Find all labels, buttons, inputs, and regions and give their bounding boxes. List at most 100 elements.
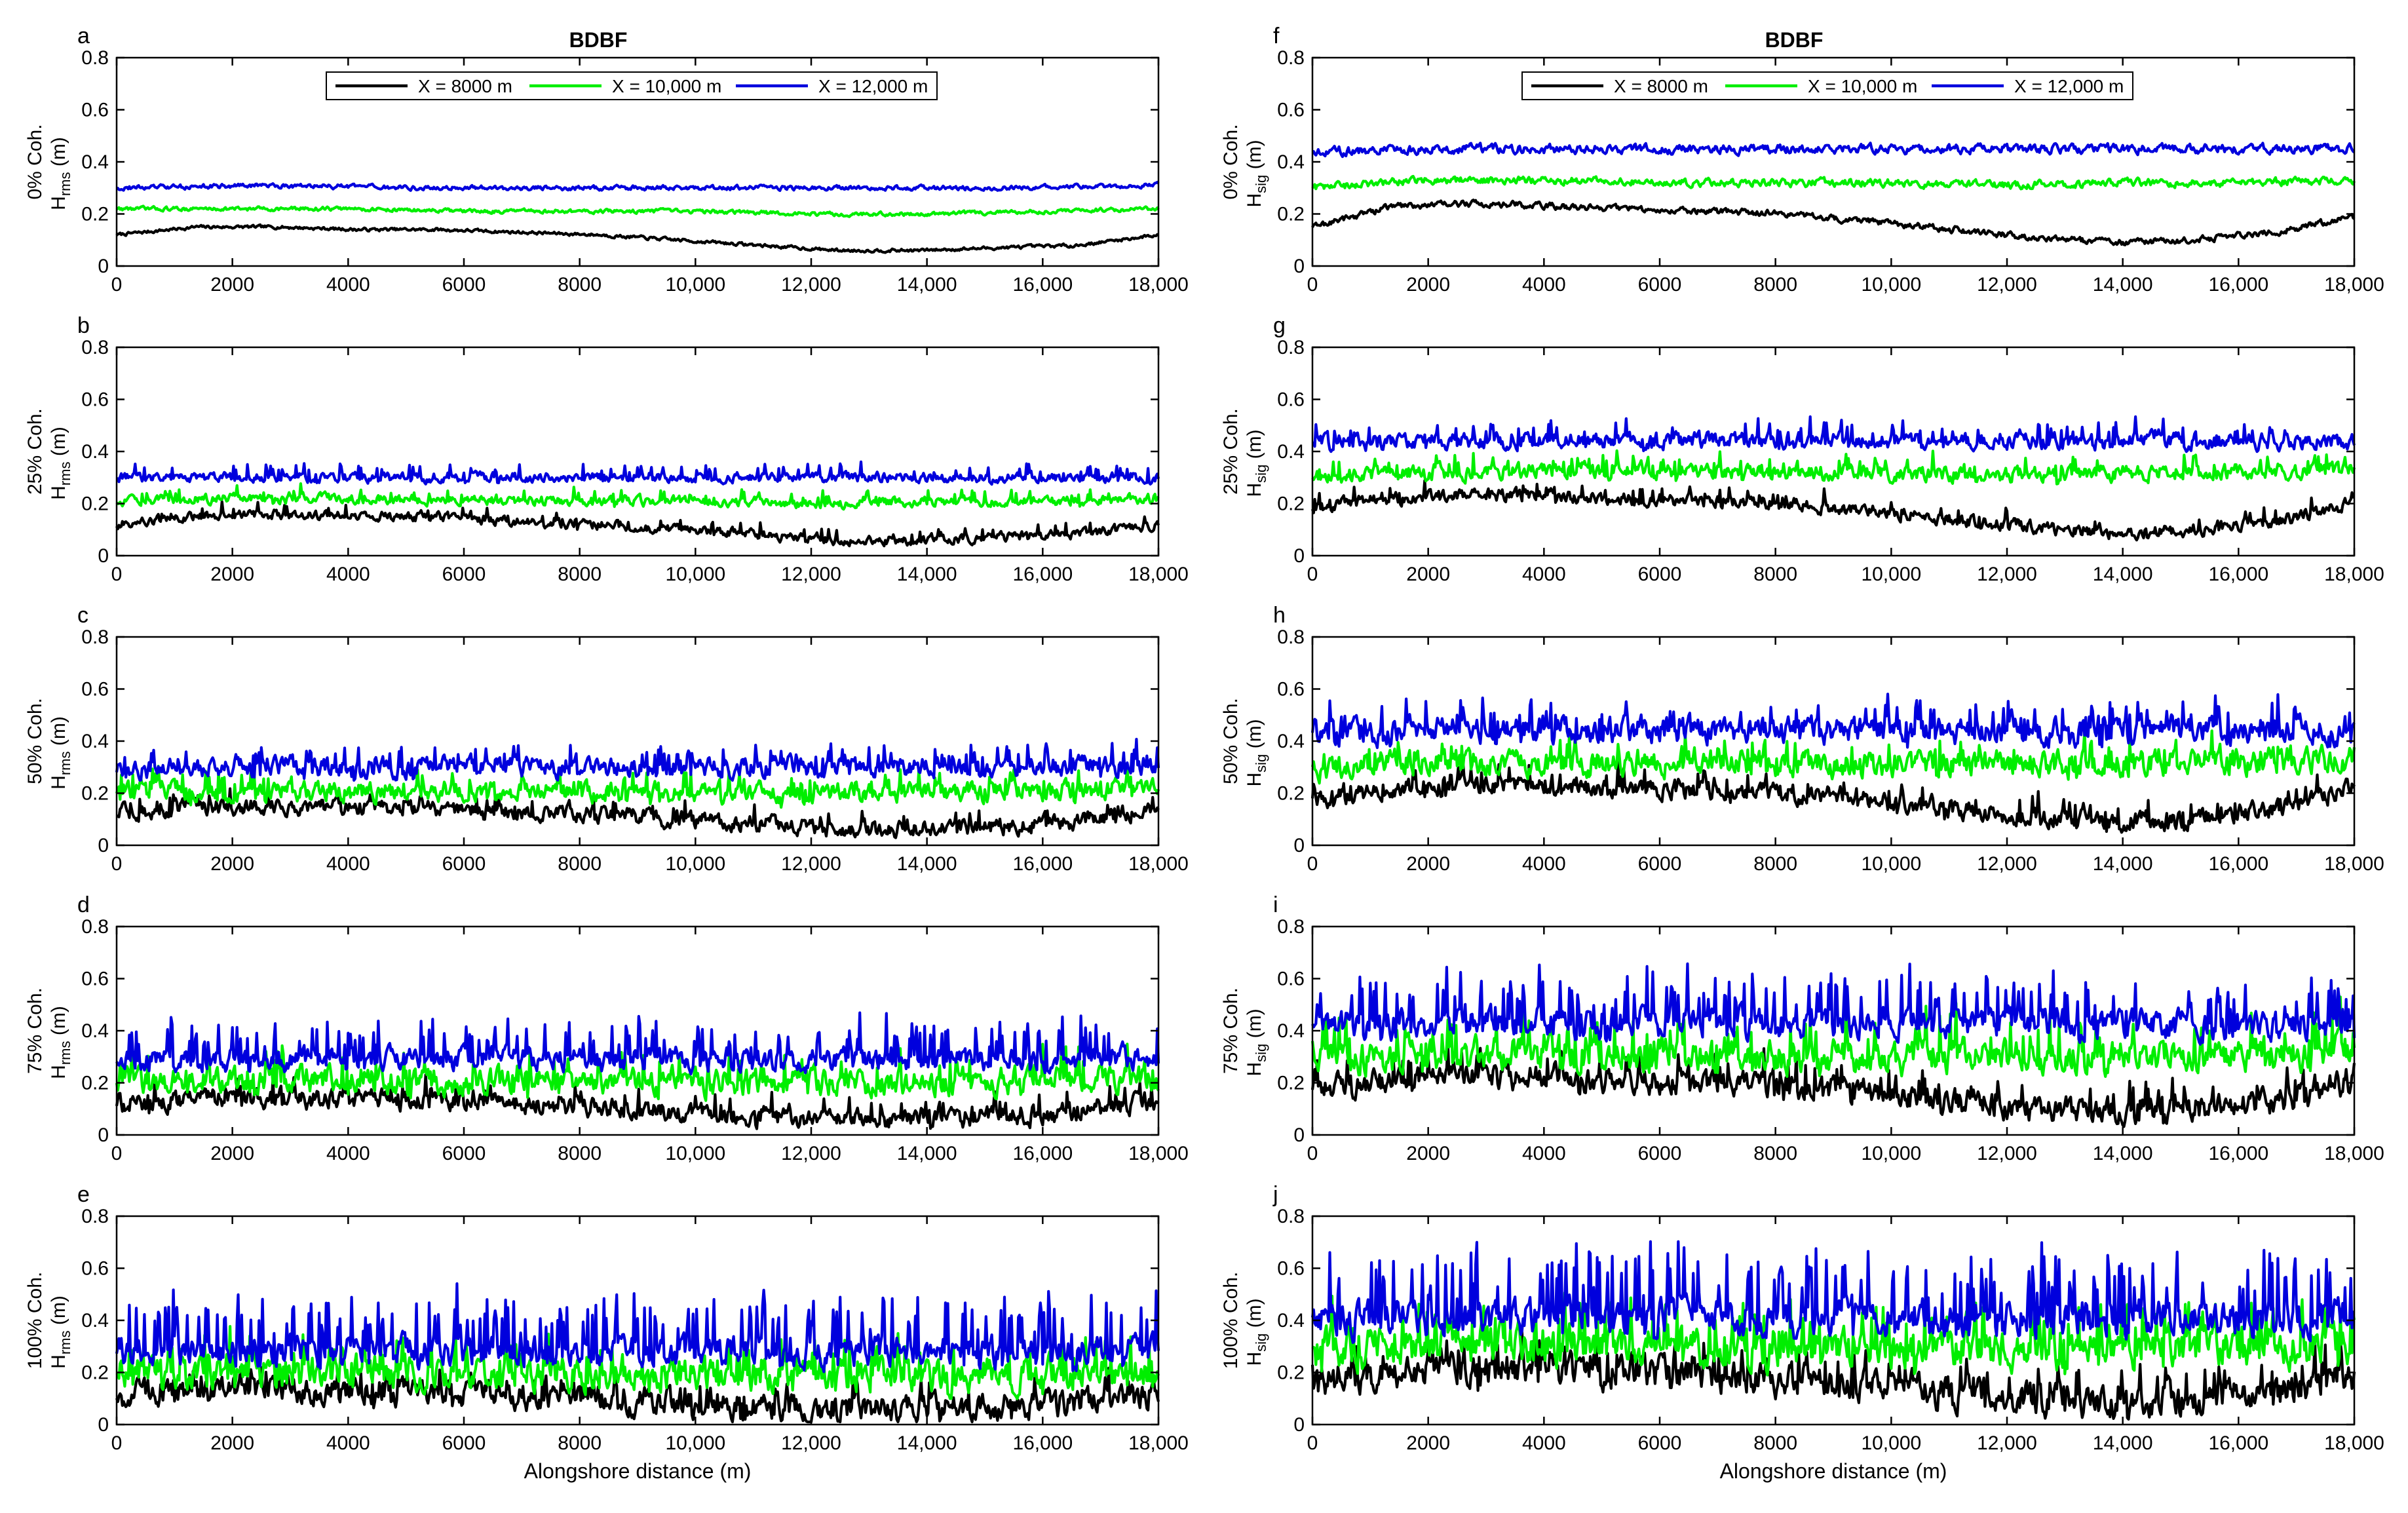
y-tick-label: 0.6 (81, 679, 109, 700)
y-label-unit: (m) (48, 1006, 69, 1041)
x-tick-label: 8000 (1753, 564, 1797, 585)
y-tick-label: 0.6 (81, 389, 109, 411)
legend-label: X = 12,000 m (818, 76, 928, 96)
series-line-h-2 (1310, 693, 2356, 750)
y-tick-label: 0.4 (81, 151, 109, 173)
series-line-e-0 (115, 1366, 1160, 1424)
series-line-i-1 (1310, 995, 2356, 1079)
y-axis-label: 25% Coh. Hrms (m) (24, 408, 73, 500)
panel-b: 0 2000 4000 6000 8000 10,000 12,000 14,000 16,00… (24, 313, 1189, 585)
x-tick-label: 2000 (1406, 1143, 1450, 1164)
y-axis-label: 0% Coh.Hrms (m) (24, 124, 73, 210)
x-tick-label: 10,000 (665, 274, 725, 296)
y-axis-label: 100% Coh. Hsig (m) (1220, 1272, 1269, 1369)
x-tick-label: 2000 (210, 564, 254, 585)
x-tick-label: 18,000 (1128, 853, 1189, 875)
y-axis-label: 50% Coh. Hsig (m) (1220, 698, 1269, 786)
series-line-a-2 (116, 180, 1160, 192)
x-tick-label: 12,000 (1977, 1143, 2037, 1164)
y-tick-label: 0.2 (1277, 204, 1305, 225)
panel-h: 0 2000 4000 6000 8000 10,000 12,000 14,000 16,00… (1220, 603, 2384, 875)
x-tick-label: 6000 (1638, 564, 1682, 585)
y-label-main: 75% Coh. (24, 987, 46, 1074)
x-tick-label: 0 (111, 564, 123, 585)
y-tick-label: 0.4 (81, 731, 109, 752)
x-tick-label: 2000 (1406, 853, 1450, 875)
series-line-i-2 (1311, 962, 2356, 1046)
panel-d: 0 2000 4000 6000 8000 10,000 12,000 14,000 16,00… (24, 892, 1189, 1164)
x-tick-label: 16,000 (1012, 1432, 1073, 1454)
series-line-h-1 (1310, 729, 2356, 785)
series-line-g-2 (1311, 415, 2356, 453)
panel-f: 0 2000 4000 6000 8000 10,000 12,000 14,000 16,00… (1220, 24, 2384, 296)
y-tick-label: 0.2 (81, 204, 109, 225)
y-label-symbol: H (1244, 773, 1265, 787)
legend-label: X = 10,000 m (1808, 76, 1917, 96)
x-tick-label: 16,000 (1012, 564, 1073, 585)
y-tick-label: 0 (1293, 256, 1305, 277)
x-tick-label: 14,000 (2093, 853, 2153, 875)
series-line-b-1 (115, 482, 1160, 511)
y-tick-label: 0.8 (1277, 47, 1305, 69)
x-tick-label: 18,000 (2324, 1432, 2384, 1454)
series-line-j-0 (1310, 1330, 2356, 1421)
y-tick-label: 0.4 (1277, 1310, 1305, 1331)
x-tick-label: 10,000 (665, 1143, 725, 1164)
x-tick-label: 16,000 (1012, 1143, 1073, 1164)
x-tick-label: 6000 (1638, 1143, 1682, 1164)
y-label-symbol: H (48, 1354, 69, 1369)
y-label-subscript: sig (1253, 465, 1269, 483)
y-label-main: 100% Coh. (24, 1272, 46, 1369)
x-tick-label: 10,000 (665, 853, 725, 875)
y-tick-label: 0.4 (1277, 441, 1305, 463)
x-tick-label: 4000 (326, 564, 370, 585)
series-line-d-2 (115, 1011, 1160, 1076)
series-line-f-1 (1311, 174, 2356, 191)
x-tick-label: 12,000 (1977, 274, 2037, 296)
x-tick-label: 0 (1307, 274, 1318, 296)
x-tick-label: 14,000 (2093, 1143, 2153, 1164)
series-line-c-0 (116, 787, 1160, 839)
x-tick-label: 8000 (558, 564, 602, 585)
y-label-main: 0% Coh. (1220, 124, 1242, 199)
y-tick-label: 0 (98, 1414, 109, 1436)
y-label-symbol: H (1244, 193, 1265, 208)
x-tick-label: 18,000 (1128, 1143, 1189, 1164)
series-line-i-0 (1310, 1041, 2356, 1128)
series-line-f-2 (1312, 142, 2356, 159)
legend-box (326, 71, 938, 100)
x-tick-label: 8000 (558, 274, 602, 296)
y-tick-label: 0 (98, 545, 109, 567)
x-tick-label: 4000 (326, 274, 370, 296)
chart-title: BDBF (569, 28, 628, 52)
y-tick-label: 0.2 (81, 1073, 109, 1094)
y-tick-label: 0.6 (1277, 679, 1305, 700)
y-label-subscript: rms (57, 751, 73, 775)
x-tick-label: 14,000 (897, 1143, 957, 1164)
y-tick-label: 0 (98, 256, 109, 277)
x-tick-label: 0 (1307, 564, 1318, 585)
y-tick-label: 0 (1293, 545, 1305, 567)
x-tick-label: 2000 (210, 274, 254, 296)
series-line-a-0 (115, 223, 1159, 254)
y-label-unit: (m) (1244, 719, 1265, 754)
x-tick-label: 18,000 (2324, 1143, 2384, 1164)
axes-frame (115, 636, 1160, 847)
x-tick-label: 10,000 (1861, 1143, 1921, 1164)
y-label-main: 25% Coh. (24, 408, 46, 495)
y-label-main: 100% Coh. (1220, 1272, 1242, 1369)
x-tick-label: 12,000 (1977, 1432, 2037, 1454)
x-tick-label: 14,000 (2093, 274, 2153, 296)
y-tick-label: 0.4 (81, 1020, 109, 1042)
y-tick-label: 0.2 (1277, 493, 1305, 515)
x-tick-label: 16,000 (2208, 853, 2268, 875)
y-tick-label: 0.4 (1277, 1020, 1305, 1042)
x-tick-label: 0 (1307, 1143, 1318, 1164)
y-tick-label: 0.8 (1277, 626, 1305, 648)
series-line-j-2 (1310, 1240, 2356, 1345)
panel-letter: j (1272, 1182, 1278, 1207)
legend-label: X = 8000 m (418, 76, 512, 96)
y-label-symbol: H (48, 196, 69, 210)
x-tick-label: 16,000 (1012, 274, 1073, 296)
panel-a: 0 2000 4000 6000 8000 10,000 12,000 14,000 16,00… (24, 24, 1189, 296)
